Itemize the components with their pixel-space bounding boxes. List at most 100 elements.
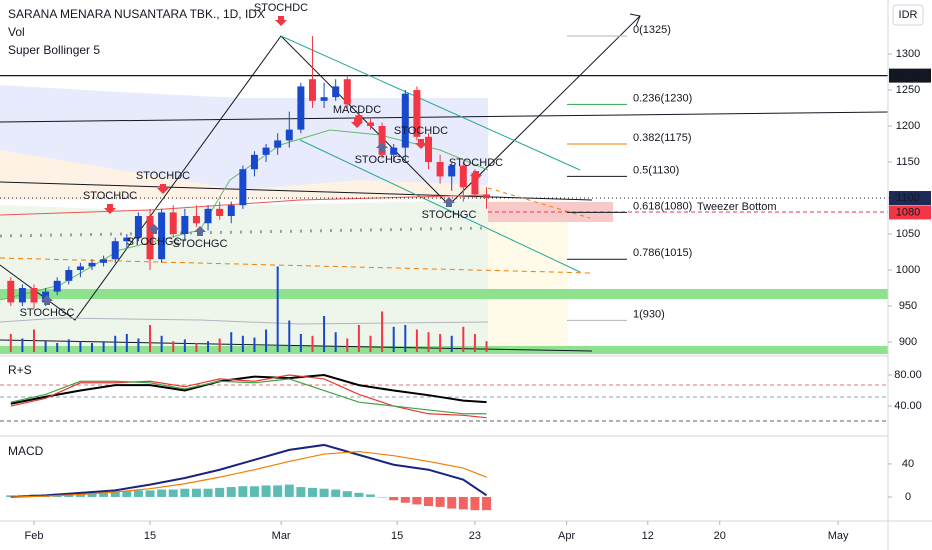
histogram-bar: [412, 496, 422, 505]
fib-label: 0.382(1175): [633, 132, 692, 144]
y-tick-label: 950: [899, 300, 917, 312]
signal-arrow: [443, 197, 455, 207]
candle-body: [204, 208, 212, 224]
volume-bar: [125, 334, 128, 352]
candle-body: [146, 216, 154, 260]
fib-label: 0.786(1015): [633, 247, 692, 259]
signal-label: STOCHGC: [127, 236, 182, 248]
price-label: 1080: [896, 206, 920, 218]
candle-body: [111, 241, 119, 260]
candle-body: [227, 205, 235, 217]
fib-label: 0.236(1230): [633, 92, 692, 104]
candle-body: [378, 126, 386, 155]
histogram-bar: [482, 496, 492, 511]
x-tick-label: 15: [391, 530, 403, 542]
histogram-bar: [377, 496, 387, 498]
y-tick-label: 1300: [896, 48, 920, 60]
indicator-label: Super Bollinger 5: [8, 43, 100, 57]
cross-line: [0, 226, 489, 238]
volume-bar: [265, 329, 268, 352]
indicator-label: Vol: [8, 25, 25, 39]
price-label-box: [889, 191, 931, 206]
histogram-bar: [296, 487, 306, 497]
volume-bar: [137, 338, 140, 352]
chart-title: SARANA MENARA NUSANTARA TBK., 1D, IDX: [8, 7, 265, 21]
volume-bar: [160, 335, 163, 352]
volume-bar: [230, 332, 233, 352]
y-tick-label: 1000: [896, 264, 920, 276]
candle-body: [366, 122, 374, 127]
signal-arrow: [415, 139, 427, 149]
histogram-bar: [470, 496, 480, 511]
price-label: 1100: [896, 192, 920, 204]
pane-label: R+S: [8, 363, 32, 377]
signal-arrow: [148, 224, 160, 234]
candle-body: [274, 140, 282, 148]
candle-body: [390, 147, 398, 155]
signal-arrow: [470, 171, 482, 181]
fib-label: 0.5(1130): [633, 164, 679, 176]
indicator-line: [10, 450, 487, 498]
volume-bar: [9, 334, 12, 352]
candle-body: [262, 147, 270, 155]
volume-bar: [381, 311, 384, 352]
candle-body: [100, 259, 108, 263]
mid-line: [0, 194, 489, 216]
volume-bar: [241, 335, 244, 352]
volume-bar: [323, 316, 326, 352]
volume-bar: [288, 320, 291, 352]
currency: IDR: [899, 9, 918, 21]
candle-body: [413, 90, 421, 137]
signal-arrow: [194, 226, 206, 236]
histogram-bar: [342, 491, 352, 497]
indicator-line: [10, 443, 488, 498]
channel-line: [299, 139, 581, 273]
support-zone: [0, 346, 888, 354]
candle-body: [239, 169, 247, 206]
volume-bar: [357, 325, 360, 352]
volume-bar: [44, 341, 47, 352]
volume-bar: [415, 329, 418, 352]
volume-bar: [485, 341, 488, 352]
volume-bar: [195, 343, 198, 352]
x-tick-label: Apr: [558, 530, 575, 542]
volume-bar: [114, 335, 117, 352]
histogram-bar: [261, 485, 271, 497]
signal-arrow: [351, 118, 363, 128]
x-tick-label: 15: [144, 530, 156, 542]
dash-line: [487, 187, 591, 219]
indicator-line: [10, 374, 487, 405]
y-tick-label: 1150: [896, 156, 920, 168]
volume-bar: [334, 332, 337, 352]
histogram-bar: [307, 487, 317, 497]
trend-line: [0, 111, 889, 123]
candle-body: [192, 216, 200, 224]
volume-bar: [183, 339, 186, 352]
signal-arrow: [104, 204, 116, 214]
channel-line: [280, 35, 581, 171]
volume-bar: [32, 329, 35, 352]
histogram-bar: [157, 489, 167, 497]
candle-body: [401, 93, 409, 148]
histogram-bar: [354, 492, 364, 497]
signal-label: STOCHDC: [83, 190, 137, 202]
signal-arrow: [376, 142, 388, 152]
indicator-line: [10, 374, 487, 419]
candle-body: [7, 280, 15, 303]
volume-bar: [311, 335, 314, 352]
candle-body: [320, 97, 328, 101]
candle-body: [158, 212, 166, 260]
candle-body: [134, 216, 142, 238]
candle-body: [250, 154, 258, 170]
candle-body: [483, 194, 491, 199]
histogram-bar: [145, 490, 155, 497]
y-tick-label: 1050: [896, 228, 920, 240]
x-tick-label: 20: [714, 530, 726, 542]
fib-label: 0.618(1080): [633, 200, 692, 212]
volume-bar: [427, 332, 430, 352]
histogram-bar: [215, 487, 225, 497]
volume-bar: [253, 337, 256, 352]
y-tick-label: 1200: [896, 120, 920, 132]
